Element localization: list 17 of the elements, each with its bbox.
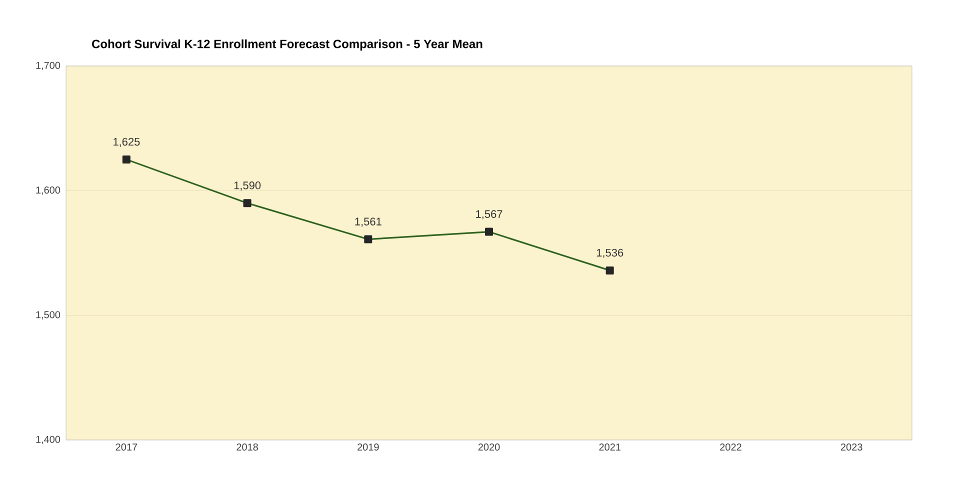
- x-tick-label: 2018: [236, 444, 258, 451]
- x-tick-label: 2021: [599, 444, 620, 451]
- x-tick-label: 2022: [720, 444, 742, 451]
- x-tick-label: 2020: [478, 444, 500, 451]
- chart-title: Cohort Survival K-12 Enrollment Forecast Comparison - 5 Year Mean: [92, 39, 482, 51]
- y-tick-label: 1,400: [36, 436, 60, 444]
- x-tick-label: 2019: [358, 444, 379, 451]
- data-label: 1,590: [234, 182, 261, 191]
- x-tick-label: 2017: [116, 444, 138, 451]
- data-label: 1,567: [476, 210, 502, 220]
- data-label: 1,625: [114, 138, 140, 147]
- y-tick-label: 1,600: [36, 186, 60, 195]
- y-tick-label: 1,500: [36, 311, 60, 320]
- x-tick-label: 2023: [840, 444, 862, 451]
- data-label: 1,561: [355, 218, 382, 227]
- y-tick-label: 1,700: [36, 62, 60, 70]
- data-label: 1,536: [596, 248, 624, 258]
